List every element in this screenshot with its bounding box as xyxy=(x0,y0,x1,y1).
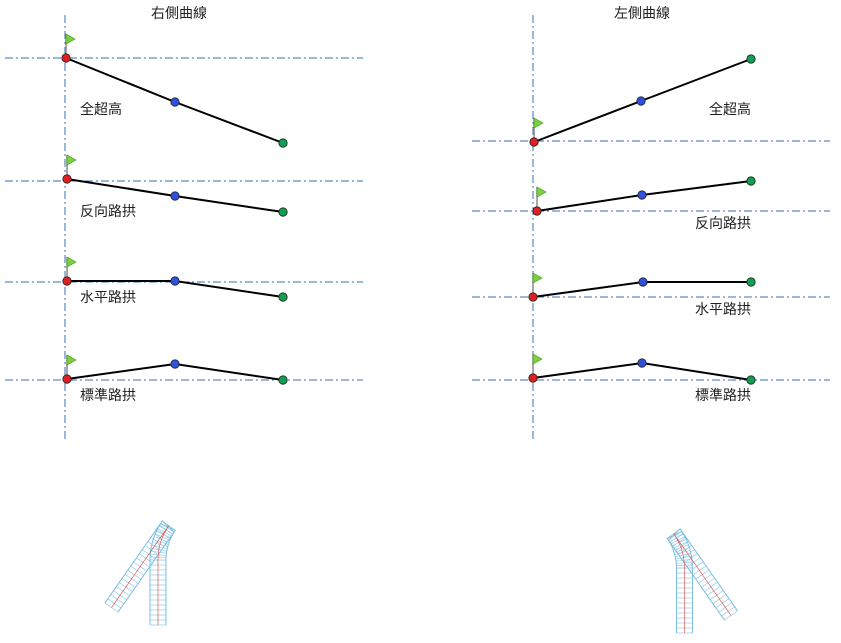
end-point-right-normal xyxy=(278,375,288,385)
mid-point-left-full xyxy=(636,96,646,106)
road-edge xyxy=(666,530,725,633)
flag-icon xyxy=(532,272,543,284)
road-plan-left-curve xyxy=(666,528,738,634)
road-centerline xyxy=(673,533,732,633)
case-label-left-full: 全超高 xyxy=(709,101,751,118)
road-centerline xyxy=(111,525,170,625)
mid-point-left-reverse xyxy=(637,190,647,200)
flag-icon xyxy=(66,256,77,268)
case-label-right-level: 水平路拱 xyxy=(80,290,136,306)
end-point-left-normal xyxy=(746,375,756,385)
end-point-right-full xyxy=(278,138,288,148)
road-edge xyxy=(104,520,175,625)
end-point-left-level xyxy=(746,277,756,287)
case-label-right-full: 全超高 xyxy=(80,101,122,118)
edge-point-left-normal xyxy=(528,373,538,383)
mid-point-right-reverse xyxy=(170,191,180,201)
panel-title-left: 左側曲線 xyxy=(614,6,670,22)
mid-point-left-level xyxy=(638,277,648,287)
mid-point-right-full xyxy=(170,97,180,107)
edge-point-right-level xyxy=(62,276,72,286)
edge-point-left-reverse xyxy=(532,206,542,216)
panel-title-right: 右側曲線 xyxy=(151,6,207,22)
mid-point-right-normal xyxy=(170,359,180,369)
flag-icon xyxy=(536,186,547,198)
mid-point-left-normal xyxy=(637,358,647,368)
end-point-left-full xyxy=(746,54,756,64)
flag-icon xyxy=(532,353,543,365)
mid-point-right-level xyxy=(170,276,180,286)
case-label-left-reverse: 反向路拱 xyxy=(695,216,751,232)
flag-icon xyxy=(66,154,77,166)
case-label-left-level: 水平路拱 xyxy=(695,302,751,318)
road-edge xyxy=(117,522,177,625)
road-edge xyxy=(667,528,738,633)
flag-icon xyxy=(66,354,77,366)
end-point-right-reverse xyxy=(278,207,288,217)
edge-point-left-full xyxy=(529,137,539,147)
case-label-left-normal: 標準路拱 xyxy=(695,388,751,404)
end-point-left-reverse xyxy=(746,176,756,186)
edge-point-right-normal xyxy=(62,374,72,384)
end-point-right-level xyxy=(278,292,288,302)
flag-icon xyxy=(65,33,76,45)
road-plan-right-curve xyxy=(104,520,177,626)
case-label-right-reverse: 反向路拱 xyxy=(80,204,136,220)
edge-point-right-reverse xyxy=(62,174,72,184)
case-label-right-normal: 標準路拱 xyxy=(80,388,136,404)
edge-point-right-full xyxy=(61,53,71,63)
edge-point-left-level xyxy=(528,292,538,302)
flag-icon xyxy=(533,117,544,129)
